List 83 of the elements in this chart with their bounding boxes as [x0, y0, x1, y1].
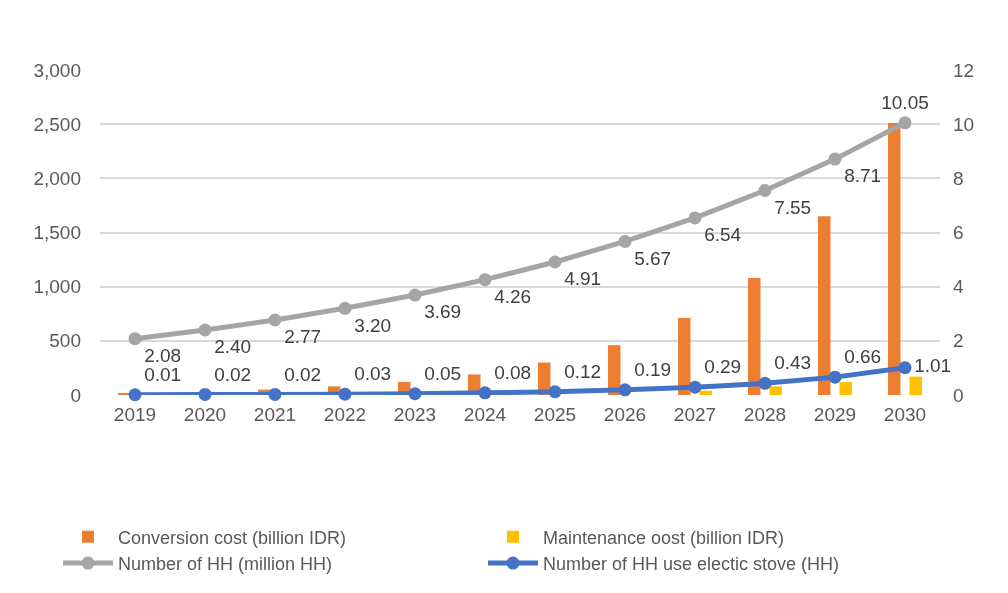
y2-tick-label: 10	[953, 113, 975, 135]
legend-label: Number of HH (million HH)	[118, 554, 333, 575]
x-tick-label: 2029	[813, 404, 857, 425]
y-tick-label: 500	[49, 330, 81, 352]
point	[898, 361, 912, 375]
point	[618, 234, 632, 248]
data-label: 0.05	[424, 362, 462, 384]
point	[128, 332, 142, 346]
point	[408, 288, 422, 302]
data-label: 10.05	[881, 91, 929, 113]
point	[548, 385, 562, 399]
data-label: 0.19	[634, 358, 672, 380]
point	[128, 388, 142, 402]
y2-tick-label: 12	[953, 59, 975, 81]
bar	[888, 123, 901, 395]
x-tick-label: 2026	[603, 404, 647, 425]
point	[688, 380, 702, 394]
y-tick-label: 2,000	[33, 167, 81, 189]
data-label: 2.40	[214, 336, 252, 358]
y2-tick-label: 4	[953, 276, 964, 298]
bar	[818, 216, 831, 395]
point	[688, 211, 702, 225]
legend-label: Number of HH use electic stove (HH)	[543, 554, 840, 575]
x-tick-label: 2020	[183, 404, 227, 425]
y-tick-label: 0	[70, 384, 81, 406]
data-label: 0.08	[494, 361, 532, 383]
point	[338, 301, 352, 315]
data-label: 3.20	[354, 314, 392, 336]
y-tick-label: 1,500	[33, 222, 81, 244]
point	[268, 387, 282, 401]
x-tick-label: 2022	[323, 404, 367, 425]
bar	[748, 278, 761, 395]
y2-tick-label: 2	[953, 330, 964, 352]
x-tick-label: 2019	[113, 404, 157, 425]
point	[758, 376, 772, 390]
point	[548, 255, 562, 269]
bar	[678, 318, 691, 395]
point	[758, 184, 772, 198]
point	[478, 386, 492, 400]
data-label: 0.66	[844, 346, 882, 368]
data-label: 0.29	[704, 356, 742, 378]
point	[478, 273, 492, 287]
bar	[909, 376, 922, 395]
x-tick-label: 2024	[463, 404, 507, 425]
point	[898, 116, 912, 130]
y2-tick-label: 8	[953, 167, 964, 189]
point	[198, 323, 212, 337]
y-tick-label: 3,000	[33, 59, 81, 81]
x-tick-label: 2028	[743, 404, 787, 425]
data-label: 7.55	[774, 196, 812, 218]
data-label: 6.54	[704, 224, 742, 246]
data-label: 4.26	[494, 286, 532, 308]
point	[198, 387, 212, 401]
bar	[839, 382, 852, 395]
y-tick-label: 1,000	[33, 276, 81, 298]
data-label: 3.69	[424, 301, 462, 323]
x-tick-label: 2030	[883, 404, 927, 425]
data-label: 0.43	[774, 352, 812, 374]
legend-label: Maintenance oost (billion IDR)	[543, 527, 785, 548]
point	[618, 383, 632, 397]
point	[268, 313, 282, 327]
x-tick-label: 2025	[533, 404, 577, 425]
data-label: 2.77	[284, 326, 322, 348]
x-tick-label: 2021	[253, 404, 297, 425]
point	[338, 387, 352, 401]
data-label: 0.12	[564, 360, 602, 382]
data-label: 0.02	[284, 363, 322, 385]
data-label: 0.02	[214, 363, 252, 385]
y2-tick-label: 0	[953, 384, 964, 406]
legend-label: Conversion cost (billion IDR)	[118, 527, 347, 548]
x-tick-label: 2027	[673, 404, 717, 425]
point	[408, 387, 422, 401]
point	[828, 370, 842, 384]
point	[828, 152, 842, 166]
bar	[769, 386, 782, 395]
y-tick-label: 2,500	[33, 113, 81, 135]
y2-tick-label: 6	[953, 222, 964, 244]
data-label: 5.67	[634, 247, 672, 269]
data-label: 1.01	[914, 355, 952, 377]
data-label: 8.71	[844, 165, 882, 187]
data-label: 0.03	[354, 363, 392, 385]
data-label: 4.91	[564, 268, 602, 290]
x-tick-label: 2023	[393, 404, 437, 425]
